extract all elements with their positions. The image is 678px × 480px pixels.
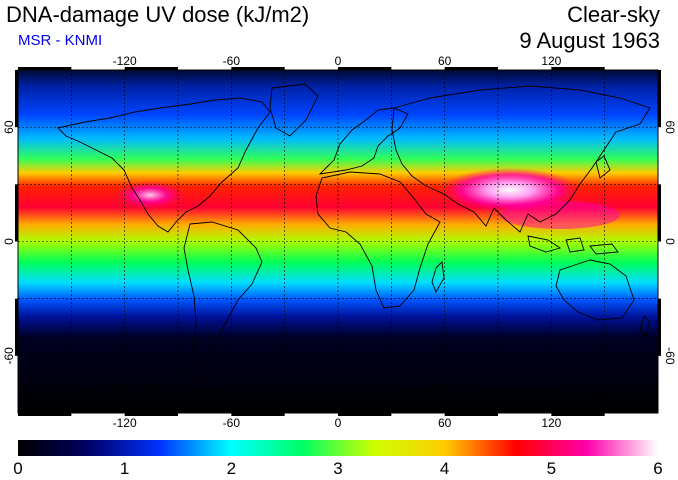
frame-bar xyxy=(15,298,18,356)
latitude-tick-label: 0 xyxy=(2,238,16,245)
coastline-europe xyxy=(318,107,409,175)
coastline-japan xyxy=(595,155,611,179)
frame-bar xyxy=(124,67,178,70)
longitude-tick-label: 120 xyxy=(541,54,561,68)
longitude-tick-label: 0 xyxy=(335,416,342,430)
latitude-tick-label: 60 xyxy=(663,120,677,134)
frame-bar xyxy=(658,184,661,242)
latitude-tick-label: 0 xyxy=(663,238,677,245)
frame-bar xyxy=(231,67,285,70)
sky-condition-label: Clear-sky xyxy=(567,2,660,27)
coastlines xyxy=(18,83,658,399)
frame-bar xyxy=(18,67,72,70)
coastline-madagascar xyxy=(431,261,445,294)
coastline-south-america xyxy=(183,221,263,385)
colorbar-tick-label: 6 xyxy=(653,459,662,478)
longitude-tick-label: 0 xyxy=(335,54,342,68)
latitude-tick-label: -60 xyxy=(663,347,677,365)
frame-bar xyxy=(658,298,661,356)
frame-bar xyxy=(658,70,661,128)
uv-hotspot-asia xyxy=(440,168,580,212)
frame-bar xyxy=(18,413,72,416)
latitude-tick-label: 60 xyxy=(2,120,16,134)
colorbar-tick-label: 5 xyxy=(547,459,556,478)
longitude-tick-label: -120 xyxy=(113,416,137,430)
colorbar-tick-label: 1 xyxy=(120,459,129,478)
frame-bar xyxy=(338,67,392,70)
coastline-antarctica xyxy=(18,385,658,399)
frame-bar xyxy=(551,67,605,70)
longitude-tick-label: -120 xyxy=(113,54,137,68)
coastline-australia xyxy=(555,259,635,321)
source-label: MSR - KNMI xyxy=(18,32,103,49)
frame-bar xyxy=(15,184,18,242)
colorbar-tick-label: 2 xyxy=(227,459,236,478)
coastline-greenland xyxy=(269,83,319,137)
colorbar-tick-label: 3 xyxy=(333,459,342,478)
graticule xyxy=(18,70,658,413)
longitude-tick-label: 60 xyxy=(438,416,452,430)
frame-bar xyxy=(15,70,18,128)
latitude-tick-label: -60 xyxy=(2,347,16,365)
latitude-labels: 60 60 0 0 -60 -60 xyxy=(2,120,677,365)
colorbar-labels: 0 1 2 3 4 5 6 xyxy=(13,459,662,478)
map-title: DNA-damage UV dose (kJ/m2) xyxy=(6,2,310,27)
longitude-tick-label: 120 xyxy=(541,416,561,430)
longitude-labels: -120 -120 -60 -60 0 0 60 60 120 120 xyxy=(113,54,562,430)
coastline-north-america xyxy=(57,97,271,233)
frame-bar xyxy=(231,413,285,416)
coastline-new-zealand xyxy=(639,315,651,337)
longitude-tick-label: -60 xyxy=(223,54,241,68)
date-label: 9 August 1963 xyxy=(519,28,660,53)
frame-checker-bars xyxy=(15,67,661,416)
coastline-asia xyxy=(391,85,651,233)
uv-hotspot-america xyxy=(115,181,185,209)
frame-bar xyxy=(124,413,178,416)
colorbar xyxy=(18,440,658,456)
colorbar-tick-label: 0 xyxy=(13,459,22,478)
frame-bar xyxy=(338,413,392,416)
frame-bar xyxy=(444,67,498,70)
colorbar-tick-label: 4 xyxy=(440,459,449,478)
longitude-tick-label: -60 xyxy=(223,416,241,430)
uv-high-asia-south xyxy=(500,201,620,229)
longitude-tick-label: 60 xyxy=(438,54,452,68)
frame-bar xyxy=(444,413,498,416)
frame-bar xyxy=(551,413,605,416)
coastline-indonesia xyxy=(527,235,619,255)
